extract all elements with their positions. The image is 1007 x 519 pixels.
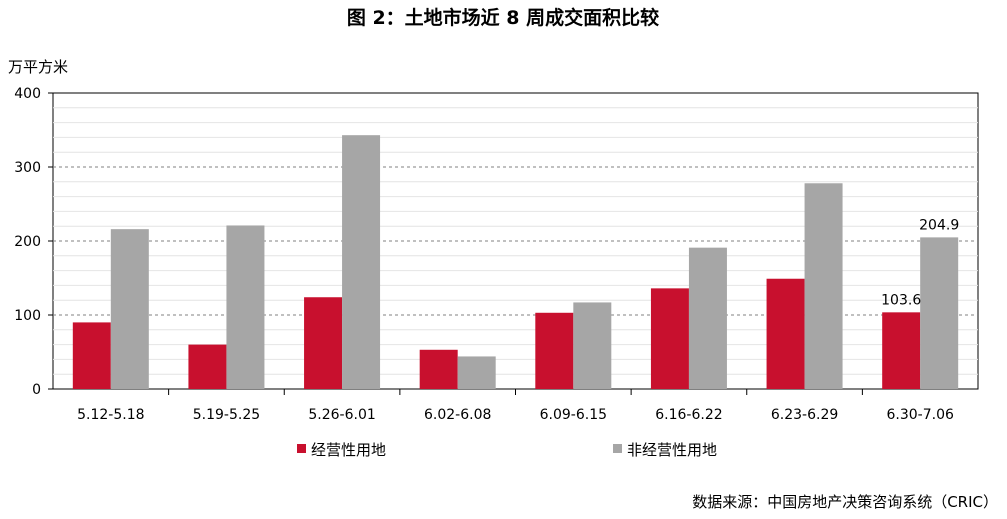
bar-operating [650, 288, 689, 389]
x-tick-label: 6.16-6.22 [655, 407, 722, 423]
data-labels: 103.6 204.9 [881, 217, 959, 308]
x-tick-label: 5.19-5.25 [193, 407, 260, 423]
data-source-note: 数据来源：中国房地产决策咨询系统（CRIC） [692, 493, 998, 511]
data-label: 204.9 [919, 217, 959, 233]
bar-non-operating [688, 247, 727, 389]
data-label: 103.6 [881, 292, 921, 308]
y-tick-label: 400 [14, 86, 41, 102]
y-axis-ticks: 0 100 200 300 400 [14, 86, 53, 398]
bar-non-operating [342, 135, 381, 389]
y-tick-label: 100 [14, 308, 41, 324]
legend-swatch-operating [297, 444, 306, 453]
x-tick-label: 6.09-6.15 [540, 407, 607, 423]
bar-operating [419, 349, 458, 389]
x-tick-label: 5.26-6.01 [308, 407, 375, 423]
legend-label-operating: 经营性用地 [311, 441, 386, 459]
bar-operating [304, 297, 343, 389]
bar-non-operating [457, 356, 496, 389]
bar-non-operating [804, 183, 843, 389]
legend-swatch-non-operating [613, 444, 622, 453]
bar-operating [72, 322, 111, 389]
x-tick-label: 6.02-6.08 [424, 407, 491, 423]
chart-title: 图 2：土地市场近 8 周成交面积比较 [347, 6, 659, 29]
y-tick-label: 200 [14, 234, 41, 250]
x-axis-labels: 5.12-5.18 5.19-5.25 5.26-6.01 6.02-6.08 6.09… [77, 389, 954, 423]
bar-non-operating [226, 225, 265, 389]
y-tick-label: 300 [14, 160, 41, 176]
legend-label-non-operating: 非经营性用地 [627, 441, 717, 459]
bars [72, 135, 959, 389]
bar-non-operating [110, 229, 149, 389]
y-tick-label: 0 [32, 382, 41, 398]
x-tick-label: 6.23-6.29 [771, 407, 838, 423]
bar-non-operating [573, 302, 612, 389]
bar-non-operating [920, 237, 959, 389]
legend: 经营性用地 非经营性用地 [297, 441, 717, 459]
x-tick-label: 6.30-7.06 [886, 407, 953, 423]
bar-operating [766, 278, 805, 389]
y-axis-unit-label: 万平方米 [8, 58, 68, 76]
bar-operating [188, 344, 227, 389]
bar-operating [882, 312, 921, 389]
x-tick-label: 5.12-5.18 [77, 407, 144, 423]
bar-operating [535, 312, 574, 389]
